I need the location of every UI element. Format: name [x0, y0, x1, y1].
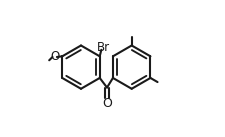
Text: O: O — [50, 51, 59, 63]
Text: O: O — [102, 97, 112, 109]
Text: Br: Br — [97, 41, 110, 54]
